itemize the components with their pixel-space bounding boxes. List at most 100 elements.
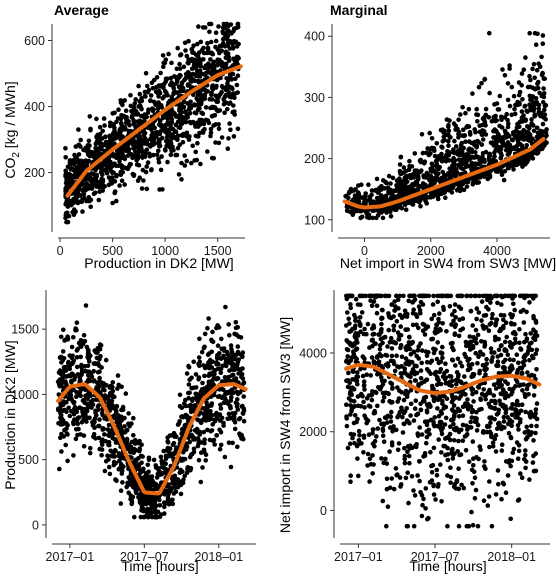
data-point <box>158 454 164 460</box>
data-point <box>150 503 156 509</box>
data-point <box>356 191 362 197</box>
data-point <box>231 56 236 62</box>
data-point <box>434 356 440 362</box>
data-point <box>205 118 211 123</box>
data-point <box>71 453 76 458</box>
data-point <box>443 159 449 164</box>
panel-title-average: Average <box>54 2 109 18</box>
data-point <box>114 198 119 204</box>
data-point <box>85 183 91 188</box>
data-point <box>494 118 500 123</box>
data-point <box>408 352 414 357</box>
data-point <box>483 132 489 137</box>
data-point <box>156 88 162 94</box>
data-point <box>212 417 217 423</box>
data-point <box>415 172 420 177</box>
data-point <box>211 66 217 72</box>
data-point <box>524 143 529 148</box>
data-point <box>182 473 187 479</box>
data-point <box>108 448 113 454</box>
data-point <box>192 158 197 163</box>
data-point <box>467 334 473 339</box>
data-point <box>424 353 430 359</box>
data-point <box>363 191 369 196</box>
data-point <box>179 414 184 420</box>
data-point <box>103 459 109 464</box>
data-point <box>365 215 370 220</box>
data-point <box>157 468 162 474</box>
data-point <box>543 117 548 122</box>
data-point <box>80 209 85 214</box>
data-point <box>131 145 137 151</box>
data-point <box>200 380 205 386</box>
data-point <box>235 21 241 27</box>
data-point <box>188 409 194 415</box>
data-point <box>364 372 370 378</box>
data-point <box>446 138 451 144</box>
data-point <box>409 164 415 169</box>
data-point <box>403 207 409 212</box>
data-point <box>233 325 239 331</box>
data-point <box>231 134 237 139</box>
data-point <box>177 392 183 398</box>
data-point <box>189 375 194 381</box>
data-point <box>238 370 244 376</box>
data-point <box>226 78 231 83</box>
data-point <box>537 90 542 96</box>
data-point <box>125 153 131 158</box>
data-point <box>168 123 173 128</box>
data-point <box>528 77 533 83</box>
data-point <box>219 346 224 352</box>
data-point <box>456 438 461 444</box>
data-point <box>477 293 482 299</box>
data-point <box>492 114 497 120</box>
data-point <box>184 371 190 376</box>
data-point <box>202 437 207 442</box>
data-point <box>208 133 213 139</box>
data-point <box>94 135 99 140</box>
data-point <box>177 142 183 148</box>
data-point <box>77 375 83 381</box>
x-tick-label: 0 <box>361 244 368 258</box>
data-point <box>197 130 202 136</box>
data-point <box>505 81 511 86</box>
data-point <box>222 375 228 380</box>
data-point <box>446 143 451 148</box>
data-point <box>115 386 120 391</box>
data-point <box>221 400 227 405</box>
data-point <box>355 416 360 422</box>
data-point <box>499 448 505 453</box>
data-point <box>450 340 455 346</box>
data-point <box>438 462 443 467</box>
data-point <box>517 124 522 130</box>
data-point <box>521 382 526 387</box>
data-point <box>213 140 218 145</box>
data-point <box>190 71 196 77</box>
data-point <box>383 456 388 462</box>
data-point <box>386 327 392 333</box>
y-axis-label-average: CO2 [kg / MWh] <box>2 81 22 178</box>
data-point <box>203 407 209 413</box>
data-point <box>158 70 163 76</box>
data-point <box>530 103 536 109</box>
data-point <box>108 403 113 409</box>
data-point <box>175 45 180 51</box>
data-point <box>172 434 177 439</box>
data-point <box>89 151 95 157</box>
data-point <box>227 333 232 338</box>
data-point <box>401 421 407 427</box>
data-point <box>215 60 221 66</box>
data-point <box>474 112 479 117</box>
data-point <box>184 441 189 447</box>
data-point <box>495 300 500 306</box>
data-point <box>99 447 105 452</box>
data-point <box>71 407 77 412</box>
data-point <box>139 460 144 466</box>
data-point <box>501 317 506 323</box>
data-point <box>148 93 154 98</box>
data-point <box>197 359 203 365</box>
data-point <box>466 459 472 465</box>
data-point <box>397 162 403 167</box>
data-point <box>156 94 161 99</box>
